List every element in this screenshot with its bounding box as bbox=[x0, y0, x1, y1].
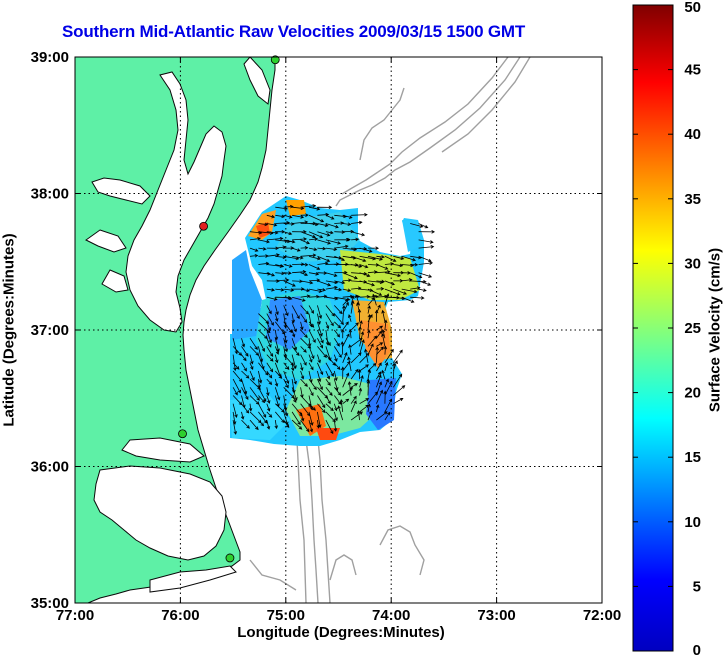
colorbar bbox=[632, 4, 674, 652]
colorbar-tick-label: 5 bbox=[693, 578, 701, 595]
colorbar-tick-label: 20 bbox=[684, 385, 701, 402]
x-tick-label: 77:00 bbox=[56, 607, 94, 624]
x-axis-label: Longitude (Degrees:Minutes) bbox=[237, 624, 445, 641]
y-tick-label: 36:00 bbox=[31, 459, 69, 476]
radar-station-marker bbox=[225, 553, 235, 563]
y-tick-label: 38:00 bbox=[31, 186, 69, 203]
y-tick-label: 39:00 bbox=[31, 49, 69, 66]
y-tick-label: 35:00 bbox=[31, 595, 69, 612]
velocity-arrows bbox=[232, 204, 436, 435]
x-tick-label: 76:00 bbox=[161, 607, 199, 624]
grid-lines bbox=[75, 57, 602, 603]
radar-station-marker bbox=[178, 429, 187, 439]
x-tick-label: 72:00 bbox=[583, 607, 621, 624]
colorbar-tick-label: 30 bbox=[684, 255, 701, 272]
colorbar-tick-label: 10 bbox=[684, 514, 701, 531]
colorbar-tick-label: 40 bbox=[684, 126, 701, 143]
chart-title: Southern Mid-Atlantic Raw Velocities 200… bbox=[62, 22, 526, 41]
radar-station-marker bbox=[199, 221, 208, 231]
colorbar-tick-label: 0 bbox=[693, 642, 701, 659]
colorbar-tick-label: 15 bbox=[684, 449, 701, 466]
velocity-vectors bbox=[232, 204, 436, 435]
velocity-field bbox=[230, 196, 424, 446]
x-tick-label: 74:00 bbox=[372, 607, 410, 624]
colorbar-tick-label: 25 bbox=[684, 320, 701, 337]
x-tick-label: 73:00 bbox=[477, 607, 515, 624]
colorbar-tick-label: 35 bbox=[684, 191, 701, 208]
radar-station-marker bbox=[270, 55, 280, 65]
y-tick-label: 37:00 bbox=[31, 322, 69, 339]
colorbar-tick-label: 50 bbox=[684, 0, 701, 16]
colorbar-tick-label: 45 bbox=[684, 62, 701, 79]
x-tick-label: 75:00 bbox=[267, 607, 305, 624]
